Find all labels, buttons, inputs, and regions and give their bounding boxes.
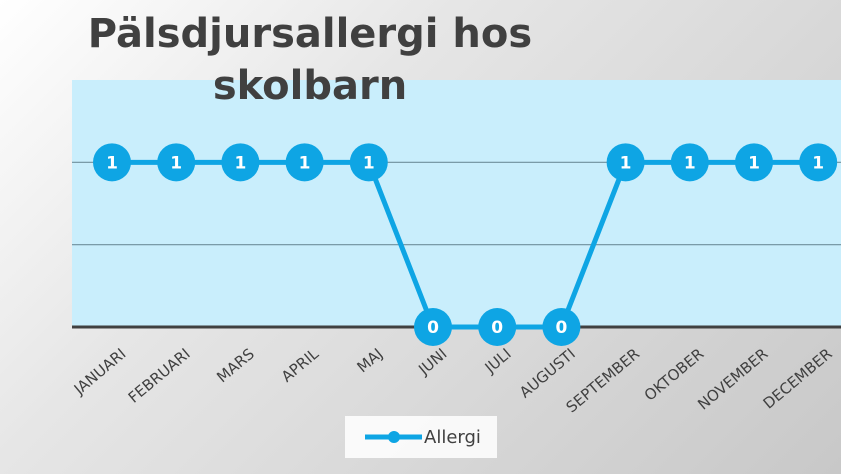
marker: [478, 308, 517, 346]
marker: [735, 143, 773, 182]
x-tick-label: MAJ: [354, 345, 387, 377]
x-tick-label: JULI: [481, 345, 515, 378]
data-label: 0: [491, 318, 503, 338]
data-label: 1: [620, 153, 632, 173]
marker: [157, 143, 196, 182]
x-tick-label: JANUARI: [70, 345, 130, 399]
data-label: 1: [812, 153, 824, 173]
marker: [349, 143, 388, 182]
marker: [542, 308, 581, 346]
marker: [799, 143, 838, 182]
data-label: 0: [427, 318, 439, 338]
plot-area: [72, 80, 841, 327]
x-tick-label: AUGUSTI: [516, 345, 579, 402]
data-label: 1: [363, 153, 375, 173]
x-tick-label: OKTOBER: [641, 345, 707, 405]
data-label: 1: [234, 153, 246, 173]
data-label: 1: [299, 153, 311, 173]
marker: [670, 143, 709, 182]
marker: [285, 143, 324, 182]
data-label: 1: [170, 153, 182, 173]
marker: [606, 143, 645, 182]
marker: [221, 143, 260, 182]
x-tick-label: JUNI: [414, 345, 450, 379]
data-label: 1: [748, 153, 760, 173]
data-label: 1: [684, 153, 696, 173]
marker: [93, 143, 131, 182]
legend-label: Allergi: [424, 427, 481, 448]
marker: [414, 308, 452, 346]
x-tick-label: MARS: [213, 345, 258, 387]
data-label: 0: [555, 318, 567, 338]
x-tick-label: APRIL: [278, 344, 323, 386]
data-label: 1: [106, 153, 118, 173]
legend-marker: [388, 431, 400, 443]
x-tick-label: NOVEMBER: [694, 345, 771, 414]
chart-title: Pälsdjursallergi hos skolbarn: [87, 11, 533, 109]
x-tick-label: FEBRUARI: [125, 345, 194, 407]
x-tick-label: DECEMBER: [760, 345, 836, 413]
